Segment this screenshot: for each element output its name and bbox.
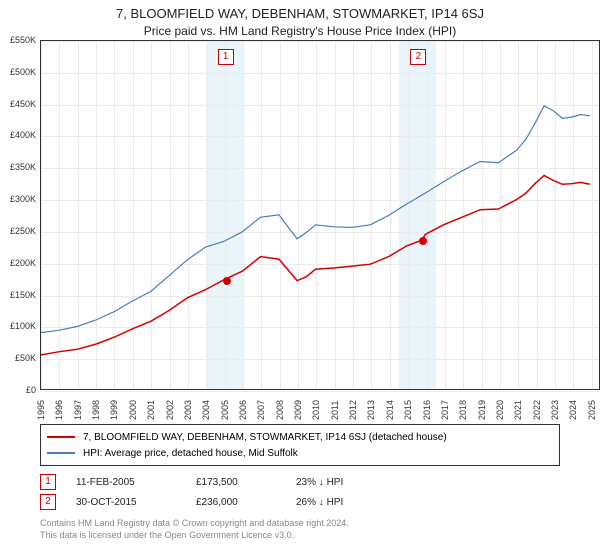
x-tick-label: 1996 bbox=[54, 400, 64, 420]
title-sub: Price paid vs. HM Land Registry's House … bbox=[0, 24, 600, 38]
chart-titles: 7, BLOOMFIELD WAY, DEBENHAM, STOWMARKET,… bbox=[0, 0, 600, 40]
x-tick-label: 2007 bbox=[256, 400, 266, 420]
x-tick-label: 2024 bbox=[568, 400, 578, 420]
x-tick-label: 1995 bbox=[36, 400, 46, 420]
footer-line-1: Contains HM Land Registry data © Crown c… bbox=[40, 518, 560, 530]
y-tick-label: £0 bbox=[2, 385, 36, 395]
x-tick-label: 1998 bbox=[91, 400, 101, 420]
x-tick-label: 2006 bbox=[238, 400, 248, 420]
legend-item: HPI: Average price, detached house, Mid … bbox=[47, 445, 553, 461]
y-tick-label: £150K bbox=[2, 290, 36, 300]
sale-delta: 23% ↓ HPI bbox=[296, 477, 343, 488]
sale-row: 1 11-FEB-2005 £173,500 23% ↓ HPI bbox=[40, 472, 560, 492]
y-tick-label: £200K bbox=[2, 258, 36, 268]
sale-marker: 2 bbox=[410, 49, 426, 65]
x-tick-label: 2010 bbox=[311, 400, 321, 420]
sale-point bbox=[419, 237, 427, 245]
x-tick-label: 2011 bbox=[330, 401, 340, 420]
sale-point bbox=[223, 277, 231, 285]
series-property bbox=[41, 175, 590, 354]
sale-delta: 26% ↓ HPI bbox=[296, 497, 343, 508]
footer-line-2: This data is licensed under the Open Gov… bbox=[40, 530, 560, 542]
sale-date: 11-FEB-2005 bbox=[76, 477, 176, 488]
legend-label: 7, BLOOMFIELD WAY, DEBENHAM, STOWMARKET,… bbox=[83, 432, 447, 443]
x-tick-label: 2004 bbox=[201, 400, 211, 420]
sale-price: £173,500 bbox=[196, 477, 276, 488]
x-tick-label: 1999 bbox=[109, 400, 119, 420]
legend-item: 7, BLOOMFIELD WAY, DEBENHAM, STOWMARKET,… bbox=[47, 429, 553, 445]
x-tick-label: 2009 bbox=[293, 400, 303, 420]
legend-swatch bbox=[47, 452, 75, 454]
sale-badge: 1 bbox=[40, 474, 56, 490]
x-tick-label: 2003 bbox=[183, 400, 193, 420]
y-tick-label: £350K bbox=[2, 162, 36, 172]
x-tick-label: 2008 bbox=[275, 400, 285, 420]
x-tick-label: 2021 bbox=[513, 400, 523, 420]
x-tick-label: 2025 bbox=[587, 400, 597, 420]
sale-badge: 2 bbox=[40, 494, 56, 510]
x-tick-label: 2016 bbox=[422, 400, 432, 420]
x-tick-label: 2020 bbox=[495, 400, 505, 420]
x-tick-label: 2005 bbox=[220, 400, 230, 420]
sales-table: 1 11-FEB-2005 £173,500 23% ↓ HPI 2 30-OCT-201… bbox=[40, 472, 560, 512]
sale-price: £236,000 bbox=[196, 497, 276, 508]
x-tick-label: 2018 bbox=[458, 400, 468, 420]
y-tick-label: £250K bbox=[2, 226, 36, 236]
x-tick-label: 2022 bbox=[532, 400, 542, 420]
y-tick-label: £100K bbox=[2, 321, 36, 331]
y-tick-label: £400K bbox=[2, 130, 36, 140]
y-tick-label: £300K bbox=[2, 194, 36, 204]
footer-attribution: Contains HM Land Registry data © Crown c… bbox=[40, 518, 560, 541]
series-hpi bbox=[41, 106, 590, 333]
y-tick-label: £450K bbox=[2, 99, 36, 109]
x-tick-label: 2015 bbox=[403, 400, 413, 420]
y-tick-label: £50K bbox=[2, 353, 36, 363]
y-tick-label: £550K bbox=[2, 35, 36, 45]
legend-swatch bbox=[47, 436, 75, 438]
x-tick-label: 2023 bbox=[550, 400, 560, 420]
legend-label: HPI: Average price, detached house, Mid … bbox=[83, 448, 298, 459]
x-tick-label: 2017 bbox=[440, 400, 450, 420]
x-tick-label: 2012 bbox=[348, 400, 358, 420]
x-tick-label: 2013 bbox=[366, 400, 376, 420]
plot-region: 12 bbox=[40, 40, 600, 390]
x-tick-label: 2001 bbox=[146, 400, 156, 420]
x-tick-label: 1997 bbox=[73, 400, 83, 420]
sale-date: 30-OCT-2015 bbox=[76, 497, 176, 508]
sale-row: 2 30-OCT-2015 £236,000 26% ↓ HPI bbox=[40, 492, 560, 512]
title-main: 7, BLOOMFIELD WAY, DEBENHAM, STOWMARKET,… bbox=[0, 6, 600, 21]
x-tick-label: 2014 bbox=[385, 400, 395, 420]
chart-area: 12 £0£50K£100K£150K£200K£250K£300K£350K£… bbox=[40, 40, 600, 390]
x-tick-label: 2000 bbox=[128, 400, 138, 420]
sale-marker: 1 bbox=[218, 49, 234, 65]
x-tick-label: 2002 bbox=[165, 400, 175, 420]
line-series bbox=[41, 41, 599, 390]
x-tick-label: 2019 bbox=[477, 400, 487, 420]
legend: 7, BLOOMFIELD WAY, DEBENHAM, STOWMARKET,… bbox=[40, 424, 560, 466]
y-tick-label: £500K bbox=[2, 67, 36, 77]
